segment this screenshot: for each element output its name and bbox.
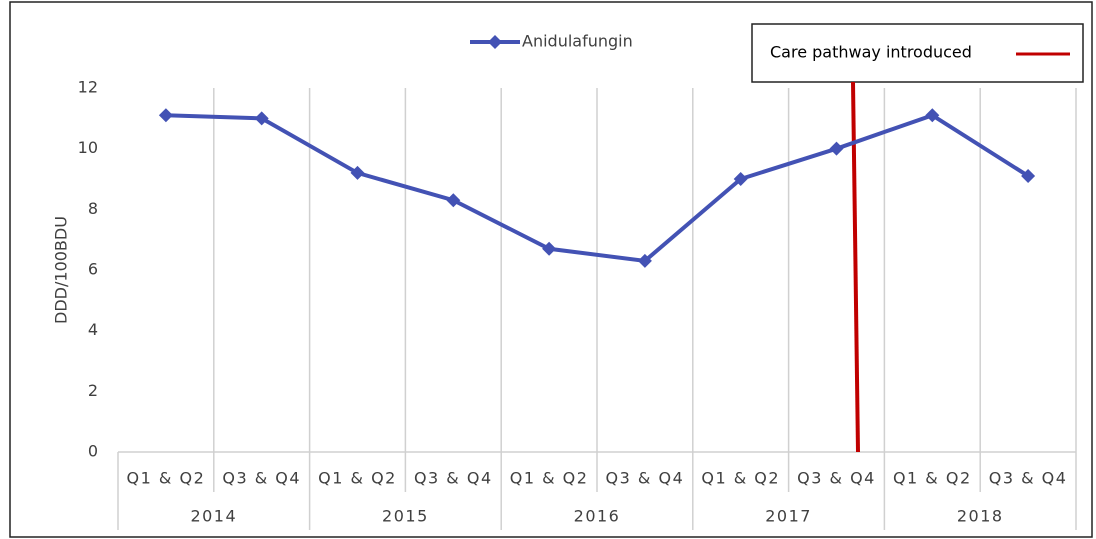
data-point <box>733 172 748 186</box>
x-tick-label: Q1 & Q2 <box>893 469 972 488</box>
x-tick-label: Q3 & Q4 <box>989 469 1068 488</box>
y-tick-label: 4 <box>88 320 98 339</box>
x-tick-label: Q1 & Q2 <box>510 469 589 488</box>
y-tick-label: 2 <box>88 381 98 400</box>
data-point <box>350 165 365 180</box>
data-point <box>829 141 844 156</box>
x-group-label: 2015 <box>382 507 429 526</box>
x-group-label: 2016 <box>574 507 621 526</box>
x-group-label: 2014 <box>190 507 237 526</box>
y-tick-label: 8 <box>88 199 98 218</box>
x-tick-label: Q3 & Q4 <box>797 469 876 488</box>
x-tick-label: Q3 & Q4 <box>414 469 493 488</box>
x-tick-label: Q1 & Q2 <box>318 469 397 488</box>
data-point <box>925 108 940 123</box>
data-point <box>1021 168 1036 183</box>
y-tick-label: 12 <box>78 78 98 97</box>
data-point <box>254 111 269 126</box>
chart-border <box>9 1 1093 538</box>
data-point <box>542 241 557 256</box>
data-point <box>637 253 652 268</box>
data-point <box>158 108 173 123</box>
y-tick-label: 10 <box>78 138 98 157</box>
legend-marker <box>488 35 502 49</box>
x-group-label: 2018 <box>957 507 1004 526</box>
annotation-label: Care pathway introduced <box>770 43 972 62</box>
y-axis-title: DDD/100BDU <box>52 216 71 324</box>
legend-label: Anidulafungin <box>522 32 633 51</box>
x-group-label: 2017 <box>765 507 812 526</box>
y-tick-label: 0 <box>88 442 98 461</box>
y-tick-label: 6 <box>88 260 98 279</box>
x-tick-label: Q3 & Q4 <box>606 469 685 488</box>
x-tick-label: Q1 & Q2 <box>701 469 780 488</box>
x-tick-label: Q1 & Q2 <box>127 469 206 488</box>
series-line <box>165 113 1030 263</box>
x-tick-label: Q3 & Q4 <box>222 469 301 488</box>
annotation-line <box>851 81 860 453</box>
data-point <box>446 193 461 208</box>
